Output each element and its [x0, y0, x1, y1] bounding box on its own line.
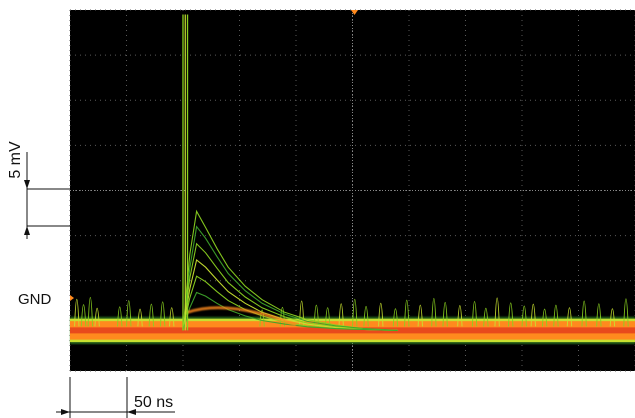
noise-spike — [494, 297, 500, 327]
noise-spike — [508, 302, 514, 327]
noise-spike — [553, 304, 559, 327]
scale-arrow-right-icon — [61, 409, 70, 415]
noise-spike — [259, 309, 265, 327]
scale-arrow-left-icon — [127, 409, 136, 415]
noise-spike — [471, 301, 478, 327]
decay-trace — [182, 242, 398, 331]
decay-trace — [182, 259, 398, 331]
noise-spike — [313, 304, 320, 327]
noise-spike — [87, 297, 94, 327]
noise-spike — [521, 305, 527, 327]
noise-spike — [80, 304, 87, 327]
noise-spike — [566, 307, 573, 327]
noise-spike — [352, 299, 358, 327]
decay-trace — [182, 291, 398, 331]
noise-spike — [148, 303, 155, 327]
noise-spike — [392, 308, 399, 327]
scale-arrow-up-icon — [24, 226, 30, 235]
y-scale-bar — [24, 152, 70, 239]
noise-spike — [137, 308, 143, 327]
noise-spike — [94, 307, 100, 327]
y-scale-label: 5 mV — [7, 141, 24, 179]
x-scale-label: 50 ns — [134, 394, 173, 411]
trigger-marker-icon — [351, 10, 358, 15]
noise-spike — [442, 302, 448, 327]
noise-spike — [338, 303, 344, 327]
noise-spike — [169, 307, 175, 327]
noise-spike — [363, 305, 369, 327]
noise-spike — [581, 300, 587, 327]
noise-spike — [541, 308, 548, 327]
noise-spike — [530, 303, 536, 327]
noise-spike — [609, 308, 616, 327]
noise-spike — [378, 302, 384, 327]
noise-spike — [417, 304, 423, 327]
noise-spike — [431, 298, 437, 327]
noise-spike — [404, 299, 410, 327]
decay-trace — [182, 225, 398, 331]
noise-spike — [623, 298, 629, 327]
noise-spike — [596, 303, 602, 327]
noise-spike — [117, 306, 123, 327]
noise-spikes — [74, 297, 629, 327]
decay-trace-overlap-glow — [187, 306, 297, 327]
decay-trace — [182, 209, 398, 331]
scale-arrow-down-icon — [24, 180, 30, 189]
noise-spike — [457, 305, 463, 327]
noise-spike — [324, 307, 331, 327]
ground-marker-icon — [70, 295, 74, 301]
noise-spike — [74, 299, 80, 327]
baseline-core-band — [70, 327, 635, 334]
noise-spike — [159, 301, 166, 327]
x-scale-bar — [56, 377, 175, 418]
ground-label: GND — [18, 291, 52, 308]
noise-spike — [126, 300, 132, 327]
decay-traces — [182, 14, 398, 331]
noise-spike — [483, 307, 489, 327]
